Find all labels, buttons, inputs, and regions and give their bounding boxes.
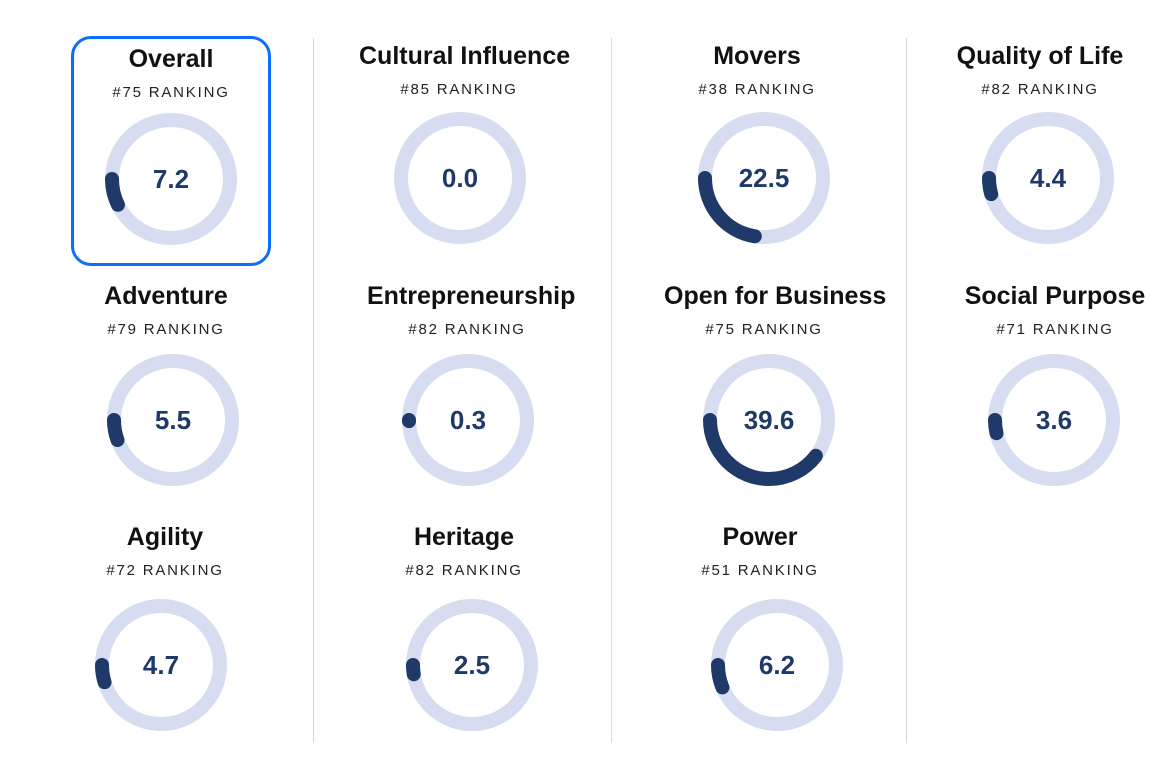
divider	[313, 38, 314, 743]
metric-score: 22.5	[738, 162, 790, 193]
metric-title: Social Purpose	[964, 282, 1146, 310]
metric-card-heritage[interactable]: Heritage #82 RANKING 2.5	[364, 517, 564, 747]
metric-score: 2.5	[453, 649, 491, 680]
metric-card-open-for-business[interactable]: Open for Business #75 RANKING 39.6	[664, 276, 887, 506]
score-ring: 7.2	[104, 112, 238, 246]
metric-title: Quality of Life	[956, 42, 1124, 70]
score-ring: 2.5	[405, 598, 539, 732]
score-ring: 6.2	[710, 598, 844, 732]
metric-card-quality-of-life[interactable]: Quality of Life #82 RANKING 4.4	[940, 36, 1140, 266]
divider	[611, 38, 612, 743]
metric-score: 6.2	[758, 649, 796, 680]
metric-title: Open for Business	[664, 282, 887, 310]
metric-title: Movers	[713, 42, 801, 70]
metric-ranking: #82 RANKING	[405, 562, 523, 579]
metric-ranking: #38 RANKING	[698, 81, 816, 98]
metric-card-cultural-influence[interactable]: Cultural Influence #85 RANKING 0.0	[359, 36, 571, 266]
score-ring: 0.0	[393, 111, 527, 245]
score-ring: 22.5	[697, 111, 831, 245]
metric-title: Overall	[128, 45, 214, 73]
score-ring: 39.6	[702, 353, 836, 487]
metric-score: 4.7	[142, 649, 180, 680]
metric-ranking: #75 RANKING	[112, 84, 230, 101]
metric-ranking: #75 RANKING	[705, 321, 823, 338]
metric-title: Power	[722, 523, 798, 551]
metric-card-overall[interactable]: Overall #75 RANKING 7.2	[71, 36, 271, 266]
metric-title: Cultural Influence	[359, 42, 571, 70]
metric-ranking: #82 RANKING	[408, 321, 526, 338]
metric-score: 4.4	[1029, 162, 1067, 193]
metric-score: 3.6	[1035, 404, 1073, 435]
metric-card-movers[interactable]: Movers #38 RANKING 22.5	[657, 36, 857, 266]
metric-score: 5.5	[154, 404, 192, 435]
metric-ranking: #85 RANKING	[400, 81, 518, 98]
metric-ranking: #71 RANKING	[996, 321, 1114, 338]
divider	[906, 38, 907, 743]
metric-score: 39.6	[743, 404, 795, 435]
metric-card-entrepreneurship[interactable]: Entrepreneurship #82 RANKING 0.3	[367, 276, 576, 506]
metric-card-power[interactable]: Power #51 RANKING 6.2	[660, 517, 860, 747]
score-ring: 5.5	[106, 353, 240, 487]
metric-ranking: #79 RANKING	[107, 321, 225, 338]
score-ring: 3.6	[987, 353, 1121, 487]
score-ring: 4.4	[981, 111, 1115, 245]
score-ring: 4.7	[94, 598, 228, 732]
metric-score: 7.2	[152, 163, 190, 194]
metric-card-agility[interactable]: Agility #72 RANKING 4.7	[65, 517, 265, 747]
metric-score: 0.3	[449, 404, 487, 435]
metric-title: Entrepreneurship	[367, 282, 576, 310]
metric-title: Agility	[126, 523, 204, 551]
metric-ranking: #82 RANKING	[981, 81, 1099, 98]
metric-ranking: #51 RANKING	[701, 562, 819, 579]
metric-title: Heritage	[413, 523, 515, 551]
metric-ranking: #72 RANKING	[106, 562, 224, 579]
metric-card-adventure[interactable]: Adventure #79 RANKING 5.5	[66, 276, 266, 506]
metric-card-social-purpose[interactable]: Social Purpose #71 RANKING 3.6	[955, 276, 1155, 506]
score-ring: 0.3	[401, 353, 535, 487]
metric-score: 0.0	[441, 162, 479, 193]
metric-title: Adventure	[104, 282, 228, 310]
